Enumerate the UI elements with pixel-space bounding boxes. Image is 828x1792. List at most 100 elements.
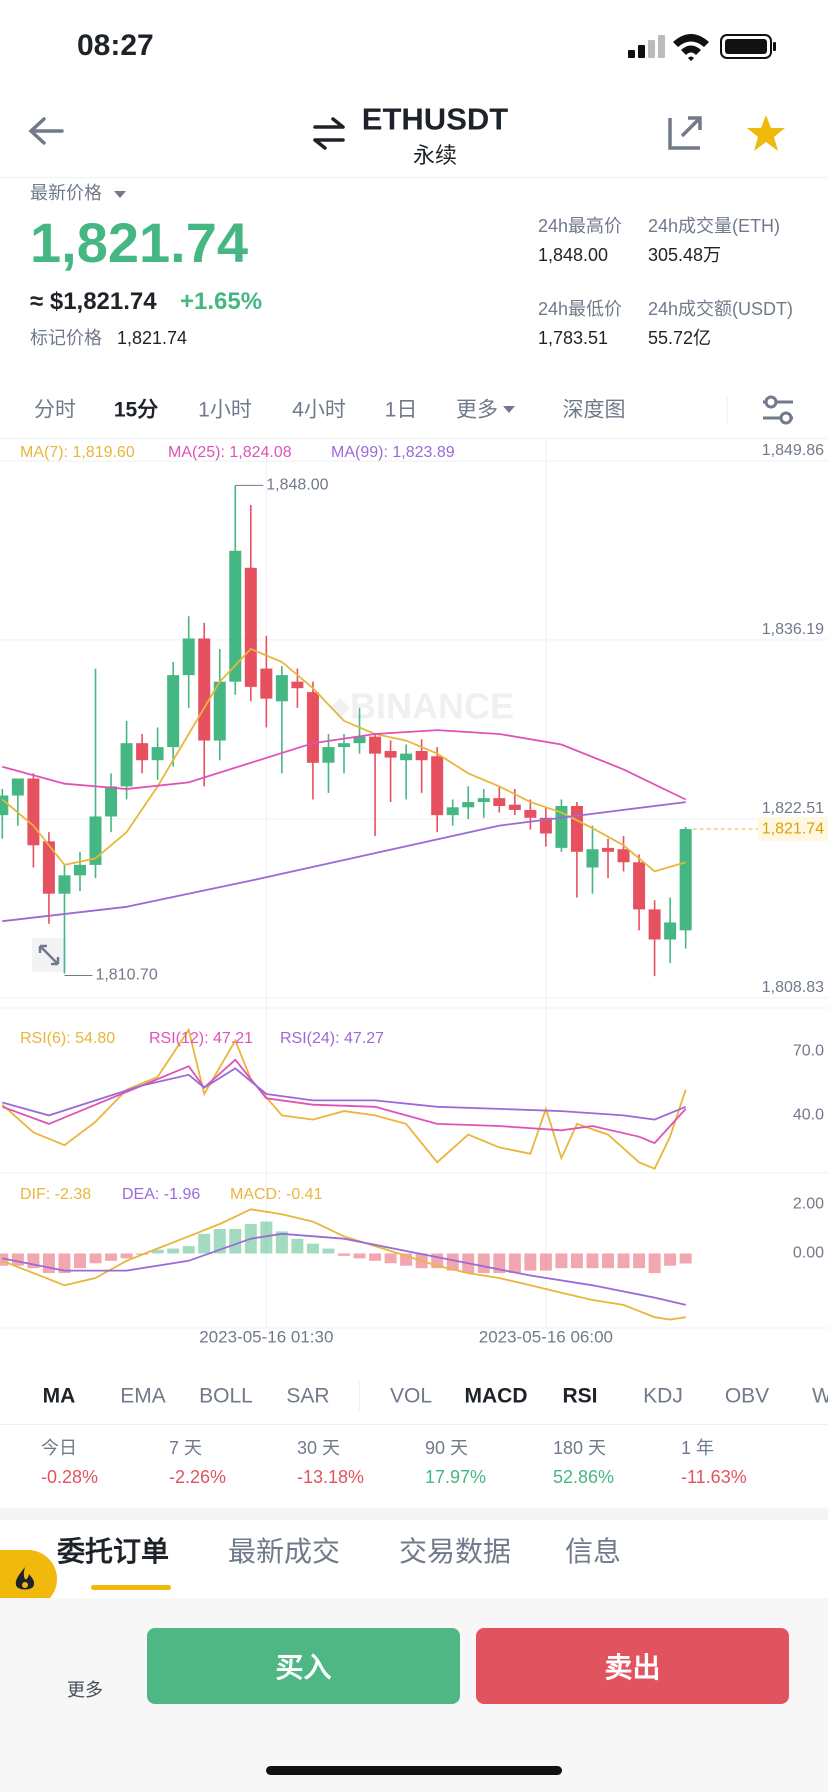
indicator-line [1,1058,687,1145]
candle-body [524,809,537,818]
macd-bar [167,1248,180,1254]
period-change: -11.63% [681,1467,747,1487]
divider [0,177,828,178]
flame-icon [15,1567,35,1590]
indicator-line [1,1027,687,1170]
x-tick-label: 2023-05-16 06:00 [479,1327,613,1346]
legend-entry: DEA: -1.96 [122,1186,200,1203]
interval-tab[interactable]: 深度图 [562,398,626,422]
indicator-tab[interactable]: OBV [724,1384,770,1408]
indicator-tab[interactable]: MACD [464,1384,528,1408]
macd-bar [89,1253,102,1264]
candle-body [306,692,319,763]
period-change: 17.97% [425,1467,487,1487]
stat-label: 24h成交量(ETH) [648,216,781,236]
expand-icon[interactable] [32,938,66,972]
sell-button[interactable]: 卖出 [476,1628,789,1704]
share-icon[interactable] [668,116,702,150]
period-label: 今日 [41,1438,77,1458]
candle-body [508,804,521,810]
y-tick-label: 0.00 [793,1245,824,1262]
candle-body [539,817,552,834]
interval-tab[interactable]: 分时 [34,398,76,422]
legend-entry: MA(25): 1,824.08 [168,444,292,461]
indicator-tab[interactable]: RSI [562,1384,598,1408]
interval-tab[interactable]: 4小时 [292,398,346,422]
candle-body [353,736,366,744]
candle-body [105,786,118,817]
interval-tab[interactable]: 1日 [384,398,418,422]
candle-body [648,909,661,940]
macd-bar [120,1253,133,1259]
candle-body [89,816,102,865]
stat-label: 24h成交额(USDT) [648,299,794,319]
section-tab[interactable]: 最新成交 [227,1536,341,1567]
macd-bar [42,1253,55,1274]
period-change: -2.26% [169,1467,227,1487]
star-icon[interactable] [747,115,785,151]
macd-bar [73,1253,86,1269]
candle-body [42,841,55,894]
indicator-tab[interactable]: SAR [286,1384,330,1408]
candle-body [462,802,475,808]
annotation-label: 1,810.70 [95,967,157,984]
y-tick-label: 70.0 [793,1043,824,1060]
interval-tab[interactable]: 1小时 [198,398,252,422]
interval-tab[interactable]: 15分 [113,398,159,422]
macd-bar [664,1253,677,1266]
candle-body [570,805,583,852]
period-label: 180 天 [553,1438,607,1458]
stat-value: 305.48万 [648,245,722,265]
macd-bar [679,1253,692,1264]
candle-body [260,668,273,699]
price-change: +1.65% [180,288,263,315]
indicator-tab[interactable]: MA [42,1384,76,1408]
candle-body [182,638,195,676]
annotation-label: 1,848.00 [266,477,328,494]
macd-bar [539,1253,552,1271]
interval-tab[interactable]: 更多 [456,398,498,422]
macd-bar [260,1221,273,1254]
section-tab[interactable]: 信息 [564,1536,622,1567]
y-tick-label: 1,849.86 [762,442,824,459]
indicator-tab[interactable]: EMA [120,1384,166,1408]
macd-bar [633,1253,646,1269]
indicator-tab[interactable]: VOL [389,1384,433,1408]
settings-icon[interactable] [763,395,793,425]
macd-bar [586,1253,599,1269]
price-label[interactable]: 最新价格 [30,183,102,203]
period-label: 30 天 [297,1438,341,1458]
back-icon[interactable] [28,117,64,145]
candle-body [275,675,288,702]
indicator-tab[interactable]: BOLL [199,1384,253,1408]
candle-body [322,747,335,763]
indicator-tab[interactable]: W [812,1384,828,1408]
indicator-tab[interactable]: KDJ [643,1384,683,1408]
legend-entry: MA(99): 1,823.89 [331,444,455,461]
macd-bar [151,1249,164,1254]
section-tab[interactable]: 交易数据 [398,1536,512,1567]
macd-bar [105,1253,118,1261]
buy-button[interactable]: 买入 [147,1628,460,1704]
candle-body [167,675,180,748]
symbol[interactable]: ETHUSDT [361,101,509,137]
swap-icon[interactable] [313,117,345,150]
section-tab[interactable]: 委托订单 [56,1536,170,1567]
usd-price: ≈ $1,821.74 [30,288,157,315]
candle-body [120,743,133,787]
y-tick-label: 1,808.83 [762,979,824,996]
indicator-line [2,1067,687,1121]
period-change: -0.28% [41,1467,99,1487]
macd-bar [337,1253,350,1256]
macd-bar [213,1228,226,1254]
indicator-line [2,729,687,801]
more-label[interactable]: 更多 [67,1680,103,1700]
period-label: 7 天 [169,1438,203,1458]
candle-body [415,751,428,761]
macd-bar [570,1253,583,1269]
macd-bar [11,1253,24,1266]
legend-entry: RSI(24): 47.27 [280,1030,384,1047]
divider [0,1424,828,1425]
y-tick-label: 40.0 [793,1107,824,1124]
